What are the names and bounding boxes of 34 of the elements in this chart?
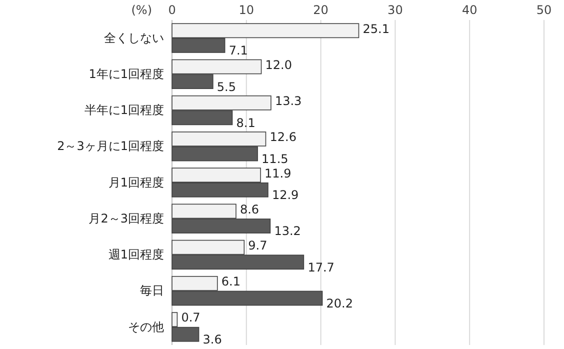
y-tick-label: 月1回程度 (108, 175, 164, 190)
data-label: 5.5 (216, 80, 236, 94)
data-label: 7.1 (228, 44, 248, 58)
y-tick-label: 週1回程度 (108, 248, 164, 262)
y-tick-label: 毎日 (140, 284, 164, 298)
x-tick-label: 20 (313, 3, 328, 17)
data-label: 8.1 (236, 116, 256, 130)
y-tick-label: その他 (128, 320, 164, 334)
data-label: 0.7 (181, 310, 200, 325)
data-label: 11.9 (264, 166, 292, 180)
data-label: 8.6 (240, 202, 260, 216)
data-label: 20.2 (326, 296, 354, 310)
data-label: 13.2 (274, 224, 301, 238)
data-label: 12.6 (270, 130, 296, 144)
x-axis-title: (%) (131, 3, 152, 17)
data-label: 9.7 (248, 238, 268, 253)
y-tick-label: 2～3ヶ月に1回程度 (57, 139, 164, 154)
y-tick-label: 半年に1回程度 (84, 103, 164, 118)
x-tick-label: 0 (168, 3, 176, 17)
y-tick-label: 全くしない (104, 30, 164, 45)
data-label: 17.7 (308, 260, 334, 274)
data-label: 6.1 (221, 274, 240, 289)
x-tick-label: 50 (536, 3, 552, 17)
data-label: 25.1 (362, 22, 390, 36)
y-tick-label: 月2～3回程度 (88, 211, 164, 226)
data-label: 3.6 (202, 332, 222, 347)
data-label: 12.0 (265, 58, 292, 72)
data-label: 11.5 (262, 152, 288, 166)
data-label: 12.9 (272, 188, 299, 202)
y-tick-label: 1年に1回程度 (88, 67, 164, 82)
data-label: 13.3 (274, 94, 302, 108)
x-tick-label: 30 (388, 3, 403, 17)
x-tick-label: 10 (238, 3, 254, 17)
x-tick-label: 40 (462, 3, 478, 17)
